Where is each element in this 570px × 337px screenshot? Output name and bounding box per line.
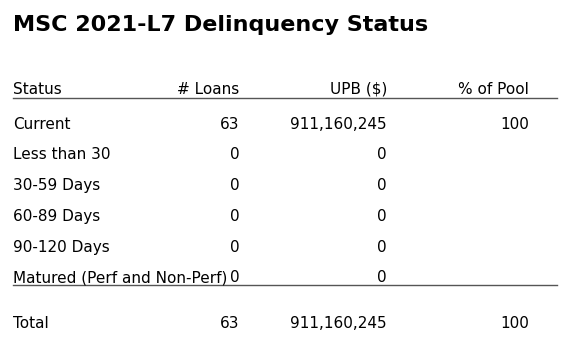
- Text: Less than 30: Less than 30: [13, 148, 110, 162]
- Text: Matured (Perf and Non-Perf): Matured (Perf and Non-Perf): [13, 270, 227, 285]
- Text: 30-59 Days: 30-59 Days: [13, 178, 100, 193]
- Text: 0: 0: [377, 148, 387, 162]
- Text: Total: Total: [13, 315, 48, 331]
- Text: 90-120 Days: 90-120 Days: [13, 240, 109, 255]
- Text: 0: 0: [230, 240, 239, 255]
- Text: 0: 0: [230, 148, 239, 162]
- Text: 63: 63: [220, 315, 239, 331]
- Text: # Loans: # Loans: [177, 82, 239, 97]
- Text: 0: 0: [377, 178, 387, 193]
- Text: 911,160,245: 911,160,245: [291, 315, 387, 331]
- Text: 0: 0: [377, 209, 387, 224]
- Text: 0: 0: [230, 178, 239, 193]
- Text: 0: 0: [230, 270, 239, 285]
- Text: 0: 0: [377, 270, 387, 285]
- Text: Current: Current: [13, 117, 70, 132]
- Text: 63: 63: [220, 117, 239, 132]
- Text: UPB ($): UPB ($): [329, 82, 387, 97]
- Text: 60-89 Days: 60-89 Days: [13, 209, 100, 224]
- Text: 100: 100: [500, 315, 529, 331]
- Text: 0: 0: [377, 240, 387, 255]
- Text: % of Pool: % of Pool: [458, 82, 529, 97]
- Text: 911,160,245: 911,160,245: [291, 117, 387, 132]
- Text: 0: 0: [230, 209, 239, 224]
- Text: Status: Status: [13, 82, 62, 97]
- Text: 100: 100: [500, 117, 529, 132]
- Text: MSC 2021-L7 Delinquency Status: MSC 2021-L7 Delinquency Status: [13, 15, 428, 35]
